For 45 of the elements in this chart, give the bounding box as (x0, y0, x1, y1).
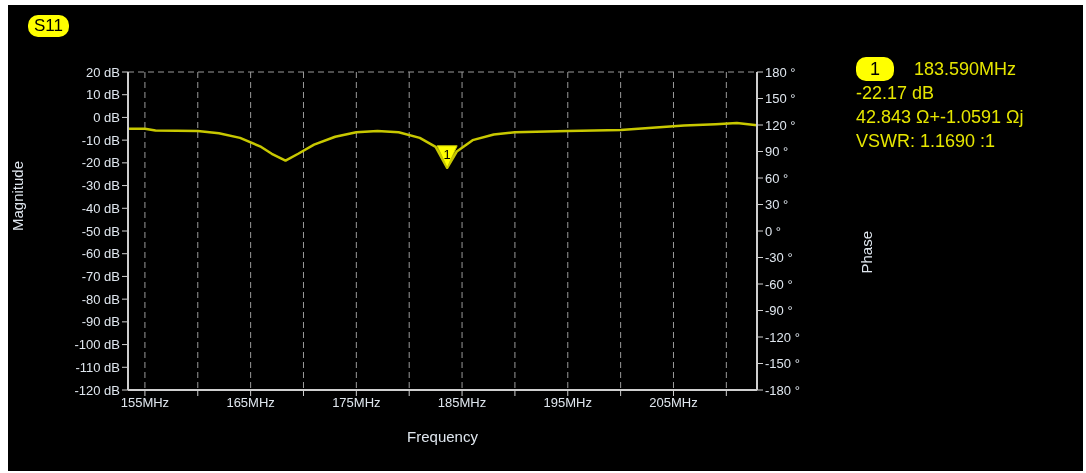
x-axis-title: Frequency (407, 428, 479, 445)
x-tick-label: 185MHz (437, 395, 487, 411)
x-tick-label: 195MHz (543, 395, 592, 411)
y-tick-label: -80 dB (81, 291, 120, 307)
y-tick-label: -20 dB (81, 155, 120, 171)
text: 42.843 Ω+-1.0591 Ωj (856, 107, 1024, 127)
x-tick-label: 175MHz (332, 395, 381, 411)
y2-tick-label: -180 ° (765, 382, 800, 398)
y2-tick-label: 60 ° (765, 170, 789, 186)
x-tick-label: 205MHz (649, 395, 698, 411)
annotation: 1 (443, 146, 451, 162)
y2-tick-label: -90 ° (765, 303, 793, 319)
y-tick-label: -90 dB (81, 314, 120, 330)
y-tick-label: 10 dB (86, 87, 120, 103)
y2-tick-label: 0 ° (765, 223, 782, 239)
text: -22.17 dB (856, 83, 935, 103)
text: VSWR: 1.1690 :1 (856, 131, 996, 151)
y2-tick-label: -30 ° (765, 250, 793, 266)
y2-tick-label: 90 ° (765, 144, 789, 160)
x-tick-label: 165MHz (226, 395, 275, 411)
x-tick-label: 155MHz (120, 395, 170, 411)
y-axis-title: Magnitude (9, 160, 27, 231)
y2-tick-label: 30 ° (765, 197, 789, 213)
y-tick-label: -120 dB (74, 382, 120, 398)
text: 1 (856, 57, 895, 81)
text: 183.590MHz (914, 59, 1017, 79)
y2-tick-label: 150 ° (765, 91, 796, 107)
line-series (128, 121, 757, 170)
y-tick-label: -110 dB (75, 359, 120, 375)
y-tick-label: -10 dB (81, 132, 120, 148)
y2-tick-label: 180 ° (765, 64, 796, 80)
chart-title: S11 (28, 15, 69, 37)
y-tick-label: -100 dB (74, 337, 120, 353)
y-tick-label: 0 dB (93, 110, 120, 126)
y2-tick-label: -60 ° (765, 276, 793, 292)
y-tick-label: -50 dB (81, 223, 120, 239)
y2-tick-label: -120 ° (765, 329, 800, 345)
y2-tick-label: 120 ° (765, 117, 796, 133)
y-tick-label: -30 dB (81, 178, 120, 194)
y-tick-label: -60 dB (81, 246, 120, 262)
y-tick-label: 20 dB (86, 64, 120, 80)
y-tick-label: -40 dB (81, 200, 120, 216)
y-tick-label: -70 dB (81, 269, 120, 285)
y2-axis-title: Phase (858, 231, 876, 274)
y2-tick-label: -150 ° (765, 356, 800, 372)
